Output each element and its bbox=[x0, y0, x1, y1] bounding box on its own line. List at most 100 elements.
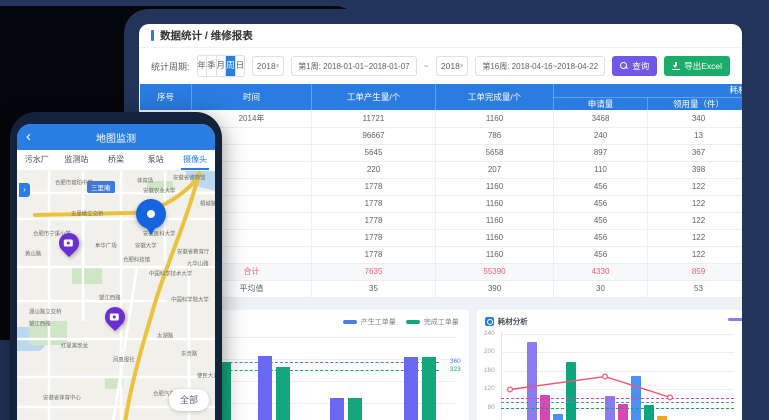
range-separator: ~ bbox=[423, 61, 429, 71]
bar-产生工单量 bbox=[258, 355, 272, 420]
table-cell: 456 bbox=[553, 177, 648, 196]
table-cell: 2014年 bbox=[191, 109, 312, 128]
table-cell: 7635 bbox=[311, 262, 436, 281]
tab-泵站[interactable]: 泵站 bbox=[147, 155, 164, 164]
table-cell: 5658 bbox=[435, 143, 554, 162]
consumables-chart-title-row: 耗材分析 bbox=[484, 316, 528, 327]
period-option-季[interactable]: 季 bbox=[206, 56, 216, 76]
table-cell: 1160 bbox=[435, 177, 554, 196]
week-from-display[interactable]: 第1周: 2018-01-01~2018-01-07 bbox=[291, 56, 417, 76]
y-axis-tick: 160 bbox=[483, 366, 495, 374]
column-header: 时间 bbox=[191, 84, 312, 111]
breadcrumb-row: 数据统计 / 维修报表 bbox=[139, 24, 742, 48]
table-cell: 13 bbox=[647, 126, 742, 145]
gridline bbox=[500, 333, 734, 335]
table-row: 8177811604561227967 bbox=[139, 228, 742, 247]
table-cell: 122 bbox=[647, 194, 742, 213]
legend-item: 完成工单量 bbox=[405, 317, 459, 327]
pin-dot bbox=[147, 210, 155, 218]
bar-产生工单量 bbox=[330, 398, 344, 420]
tab-摄像头[interactable]: 摄像头 bbox=[175, 150, 215, 170]
table-cell: 122 bbox=[647, 245, 742, 264]
sub-column-header: 申请量 bbox=[553, 97, 648, 111]
map-label: 阜华广场 bbox=[95, 243, 117, 250]
bar-产生工单量 bbox=[404, 356, 418, 420]
back-chevron-icon[interactable]: ‹ bbox=[26, 128, 31, 145]
gridline bbox=[154, 402, 457, 404]
period-option-周[interactable]: 周 bbox=[225, 56, 235, 76]
query-button-label: 查询 bbox=[632, 61, 650, 71]
consumables-chart-title: 耗材分析 bbox=[497, 316, 528, 326]
tab-监测站[interactable]: 监测站 bbox=[64, 155, 89, 164]
table-cell: 110 bbox=[553, 160, 648, 179]
table-cell: 1160 bbox=[435, 211, 554, 230]
chart-legend: 产生工单量 完成工单量 bbox=[342, 317, 459, 327]
consumable-bar bbox=[656, 415, 667, 420]
map-view[interactable]: › 三里庵 合肥市琥珀中学 体育场 安徽农业大学 安徽省博物馆 桐城路 五里墩立交桥 合肥市… bbox=[17, 171, 215, 420]
table-cell: 456 bbox=[553, 194, 648, 213]
gridline bbox=[154, 358, 457, 360]
divider-strip bbox=[139, 297, 742, 306]
table-cell: 53 bbox=[647, 279, 742, 298]
export-excel-button[interactable]: 导出Excel bbox=[664, 56, 730, 76]
consumable-bar bbox=[617, 403, 628, 420]
consumable-bar bbox=[565, 361, 576, 420]
gridline bbox=[154, 336, 457, 338]
column-header: 工单完成量/个 bbox=[435, 84, 554, 111]
download-icon bbox=[672, 62, 681, 70]
query-button[interactable]: 查询 bbox=[612, 56, 658, 76]
table-cell: 1778 bbox=[311, 194, 436, 213]
phone-page-title: 地图监测 bbox=[96, 133, 136, 145]
table-cell: 1778 bbox=[311, 177, 436, 196]
consumables-chart-card: 耗材分析 2402001601208040 bbox=[476, 309, 742, 420]
table-cell: 456 bbox=[553, 228, 648, 247]
map-label: 合肥科技馆 bbox=[123, 257, 151, 264]
legend-swatch bbox=[405, 319, 420, 324]
table-cell: 398 bbox=[647, 160, 742, 179]
tab-桥梁[interactable]: 桥梁 bbox=[107, 155, 124, 164]
year-from-value: 2018 bbox=[256, 61, 276, 71]
period-option-年[interactable]: 年 bbox=[197, 56, 207, 76]
phone-tab-bar: 污水厂 监测站 桥梁 泵站 摄像头 bbox=[17, 150, 215, 171]
pin-tail bbox=[146, 227, 156, 235]
table-cell: 1778 bbox=[311, 228, 436, 247]
table-cell: 1160 bbox=[435, 109, 554, 128]
table-row: 9177811604561227967 bbox=[139, 245, 742, 264]
period-label: 统计周期: bbox=[151, 61, 190, 72]
table-cell: 122 bbox=[647, 177, 742, 196]
period-option-日[interactable]: 日 bbox=[234, 56, 244, 76]
map-label: 中国科学技术大学 bbox=[149, 271, 193, 278]
legend-swatch bbox=[342, 319, 357, 324]
report-table-wrap: 序号时间工单产生量/个工单完成量/个耗材情况申请量领用量（件）使用量金额1201… bbox=[139, 84, 742, 298]
average-line bbox=[500, 402, 734, 404]
year-from-select[interactable]: 2018 ▾ bbox=[251, 56, 285, 76]
table-cell: 96667 bbox=[311, 126, 436, 145]
tab-污水厂[interactable]: 污水厂 bbox=[24, 155, 49, 164]
map-label: 望江西路 bbox=[29, 321, 51, 328]
reference-line-label: 360 bbox=[449, 358, 461, 366]
map-label: 中国科学院大学 bbox=[171, 297, 209, 304]
table-cell: 390 bbox=[435, 279, 554, 298]
period-option-月[interactable]: 月 bbox=[215, 56, 226, 76]
breadcrumb: 数据统计 / 维修报表 bbox=[160, 30, 253, 42]
consumable-bar bbox=[643, 404, 654, 420]
table-row: 356455658897367124129 bbox=[139, 143, 742, 162]
table-cell: 122 bbox=[647, 228, 742, 247]
table-cell: 35 bbox=[311, 279, 436, 298]
legend-item: 产生工单量 bbox=[342, 317, 396, 327]
map-expand-button[interactable]: › bbox=[19, 183, 30, 197]
column-header: 序号 bbox=[139, 84, 192, 111]
sub-column-header: 领用量（件） bbox=[647, 97, 742, 111]
period-segmented-control: 年季月周日 bbox=[196, 55, 245, 77]
map-label: 便民大道 bbox=[197, 373, 215, 380]
show-all-button[interactable]: 全部 bbox=[169, 389, 209, 411]
y-axis-tick: 120 bbox=[483, 385, 495, 392]
reference-line-label: 323 bbox=[449, 366, 461, 374]
week-to-display[interactable]: 第16周: 2018-04-16~2018-04-22 bbox=[475, 56, 606, 76]
table-cell: 1160 bbox=[435, 228, 554, 247]
consumable-bar bbox=[552, 414, 563, 420]
year-to-select[interactable]: 2018 ▾ bbox=[435, 56, 469, 76]
selected-camera-pin[interactable] bbox=[136, 199, 168, 235]
